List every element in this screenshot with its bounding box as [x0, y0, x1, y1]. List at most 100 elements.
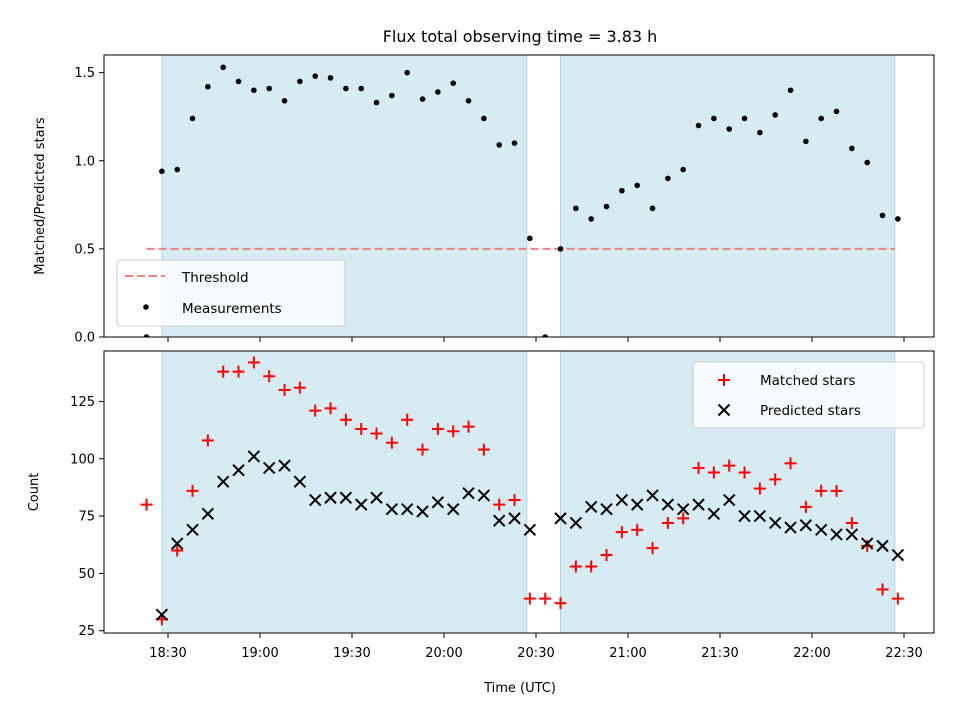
predicted-star-point: [784, 521, 797, 534]
y-tick-label: 0.5: [74, 242, 95, 257]
predicted-star-point-b: [308, 493, 322, 507]
y-axis-label: Count: [27, 473, 42, 512]
predicted-star-point: [630, 498, 644, 511]
predicted-star-point: [354, 498, 368, 511]
x-tick-label: 21:00: [609, 646, 646, 661]
matched-star-point: [447, 425, 460, 438]
predicted-star-point-b: [799, 519, 813, 532]
matched-star-point: [631, 523, 644, 536]
legend-box: [116, 259, 346, 327]
predicted-star-point-b: [661, 498, 675, 511]
measurement-point: [496, 142, 503, 148]
predicted-star-point-b: [860, 537, 874, 550]
x-tick-label: 22:30: [885, 646, 922, 661]
measurement-point: [205, 83, 211, 90]
predicted-star-point-b: [692, 498, 705, 511]
predicted-star-point-b: [462, 486, 475, 500]
measurement-point: [833, 108, 840, 115]
predicted-star-point-b: [477, 489, 491, 502]
matched-star-point: [401, 413, 414, 426]
x-tick-label: 20:00: [425, 646, 462, 661]
measurement-point: [542, 334, 548, 337]
measurement-point: [634, 182, 640, 189]
predicted-star-point: [155, 608, 169, 621]
legend-measurements-label: Measurements: [182, 301, 282, 317]
matched-star-point: [355, 422, 368, 435]
matched-star-point: [799, 500, 812, 513]
measurement-point: [450, 80, 457, 86]
measurement-point: [695, 122, 702, 129]
measurement-point: [465, 98, 472, 104]
matched-star-point: [339, 413, 352, 426]
matched-star-point: [692, 461, 705, 474]
matched-star-point: [753, 482, 766, 495]
measurement-point: [159, 168, 165, 175]
matched-star-point: [769, 473, 782, 486]
predicted-star-point: [554, 512, 567, 525]
predicted-star-point-b: [216, 475, 230, 488]
predicted-star-point: [615, 493, 629, 507]
predicted-star-point-b: [201, 507, 215, 520]
measurement-point: [680, 166, 686, 173]
matched-star-point: [309, 404, 322, 417]
matched-star-point: [324, 402, 337, 415]
measurement-point: [404, 69, 411, 76]
matched-star-point: [585, 560, 598, 573]
measurement-point: [649, 205, 656, 212]
x-tick-label: 22:00: [793, 646, 830, 661]
matched-star-point: [493, 498, 506, 511]
measurement-point: [741, 115, 748, 122]
predicted-star-point-b: [508, 512, 521, 525]
predicted-star-point-b: [492, 514, 506, 527]
predicted-star-point: [170, 537, 184, 550]
predicted-star-point: [462, 486, 475, 500]
predicted-star-point: [431, 496, 445, 509]
predicted-star-point: [492, 514, 506, 527]
y-tick-label: 1.5: [74, 66, 95, 81]
matched-star-point: [416, 443, 429, 456]
predicted-star-point: [600, 502, 613, 516]
panel-top: 0.0 0.5 1.0 1.5 Matched/Predicted stars Thres…: [33, 54, 935, 346]
matched-star-point: [293, 381, 306, 394]
measurement-point: [787, 87, 794, 94]
predicted-star-point-b: [891, 548, 905, 562]
matched-star-point: [646, 542, 659, 555]
matched-star-point: [569, 560, 582, 573]
measurement-point: [435, 89, 441, 95]
matched-star-point: [217, 365, 230, 378]
predicted-star-point-b: [676, 502, 690, 516]
matched-star-point: [232, 365, 245, 378]
measurement-point: [266, 85, 273, 92]
predicted-star-point: [477, 489, 491, 502]
measurement-point: [281, 98, 288, 104]
predicted-star-point-b: [845, 528, 859, 541]
predicted-star-point: [584, 500, 598, 514]
measurement-point: [189, 115, 196, 122]
matched-star-point: [707, 466, 720, 479]
measurement-point: [143, 334, 150, 337]
matched-star-point: [370, 427, 383, 440]
measurement-point: [803, 138, 809, 145]
matched-star-point: [508, 494, 521, 507]
predicted-star-point-b: [385, 502, 399, 516]
y-tick-label: 1.0: [74, 154, 95, 169]
predicted-star-point: [247, 450, 261, 463]
predicted-star-point: [232, 464, 245, 477]
legend-threshold-label: Threshold: [181, 270, 249, 286]
predicted-star-point: [860, 537, 874, 550]
predicted-star-point-b: [830, 528, 843, 541]
measurement-point: [757, 129, 763, 136]
matched-star-point: [815, 484, 828, 497]
predicted-star-point: [830, 528, 843, 541]
matched-star-point: [554, 597, 567, 610]
predicted-star-point: [799, 519, 813, 532]
predicted-star-point-b: [262, 461, 276, 475]
measurement-point: [389, 92, 395, 99]
predicted-star-point-b: [416, 505, 429, 518]
matched-star-point: [615, 526, 628, 539]
predicted-star-point: [814, 523, 828, 537]
measurement-point: [527, 235, 533, 242]
predicted-star-point: [278, 459, 291, 472]
predicted-star-point-b: [876, 539, 889, 553]
predicted-star-point-b: [584, 500, 598, 514]
